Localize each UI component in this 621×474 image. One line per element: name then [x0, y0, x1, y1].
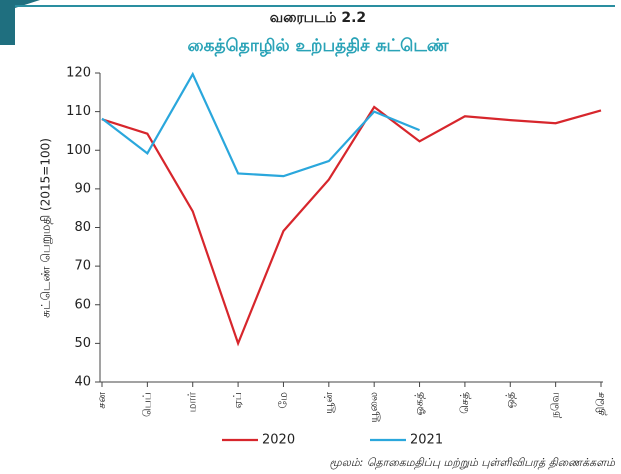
x-tick-label: ஒத் [503, 392, 516, 408]
series-line [101, 71, 420, 178]
corner-decoration [0, 0, 40, 45]
x-tick-label: சன [95, 392, 108, 409]
x-tick-label: யூன் [322, 392, 335, 414]
x-tick-label: நவெ [549, 392, 562, 418]
x-tick-label: செத் [458, 392, 471, 414]
x-tick-label: ஏப் [231, 392, 244, 409]
legend-label: 2020 [262, 433, 295, 448]
y-tick-label: 40 [74, 375, 91, 390]
chart-title: கைத்தொழில் உற்பத்திச் சுட்டெண் [188, 36, 449, 56]
legend-label: 2021 [410, 433, 443, 448]
y-tick-label: 60 [74, 297, 91, 312]
series-line [101, 105, 602, 347]
source: மூலம்: தொகைமதிப்பு மற்றும் புள்ளிவிபரத் … [330, 456, 617, 470]
x-tick-label: மே [276, 392, 289, 409]
x-tick-label: திசெ [594, 392, 607, 416]
y-tick-label: 70 [74, 259, 91, 274]
y-tick-label: 50 [74, 336, 91, 351]
x-tick-label: பெப் [140, 392, 153, 417]
x-tick-label: யூலை [367, 392, 380, 422]
y-tick-label: 90 [74, 181, 91, 196]
y-tick-label: 120 [66, 66, 91, 81]
x-tick-label: மார் [186, 392, 199, 413]
y-tick-label: 110 [66, 104, 91, 119]
x-tick-label: ஓகத் [413, 392, 426, 415]
y-tick-label: 80 [74, 220, 91, 235]
y-tick-label: 100 [66, 143, 91, 158]
chart-label: வரைபடம் 2.2 [270, 10, 366, 26]
y-axis-label: சுட்டெண் பெறுமதி (2015=100) [39, 138, 54, 318]
